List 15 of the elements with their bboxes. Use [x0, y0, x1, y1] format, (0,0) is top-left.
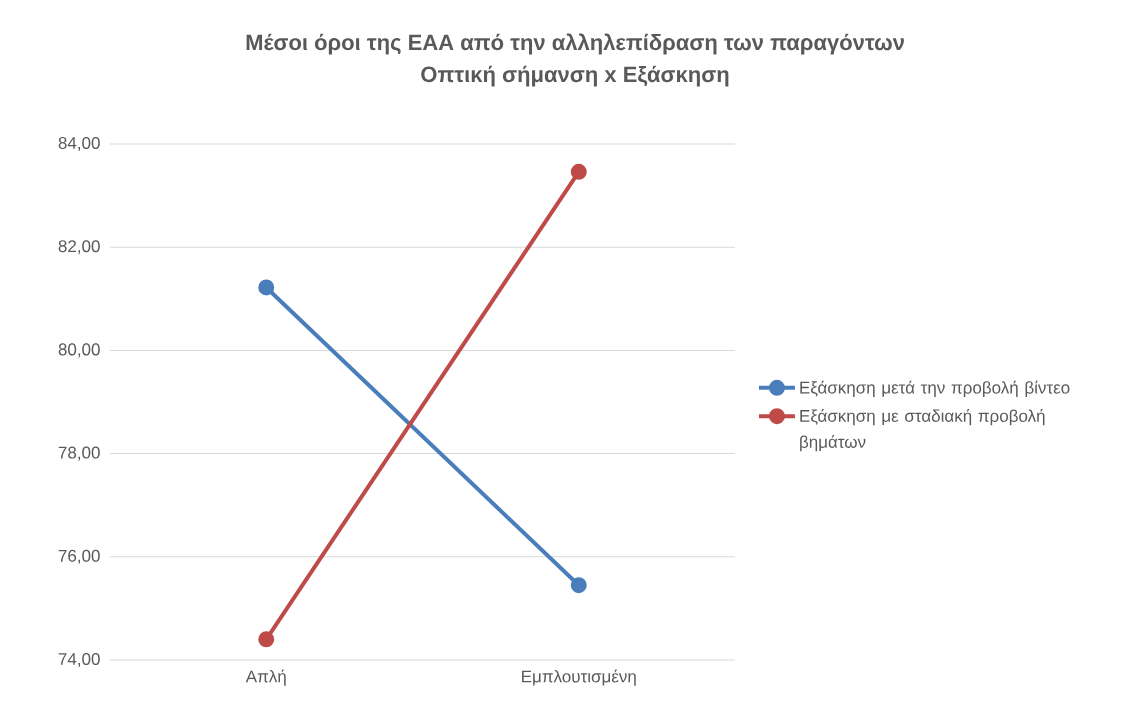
legend-label: Εξάσκηση μετά την προβολή βίντεο — [800, 380, 1070, 398]
y-tick-label: 84,00 — [58, 136, 100, 152]
y-tick-label: 74,00 — [58, 652, 100, 668]
y-tick-label: 78,00 — [58, 446, 100, 461]
legend-label: Εξάσκηση με σταδιακή προβολή βημάτων — [800, 408, 1045, 452]
point — [570, 163, 587, 180]
y-tick-label: 82,00 — [58, 240, 100, 255]
x-tick-label: Απλή — [245, 669, 286, 686]
y-tick-label: 76,00 — [58, 549, 100, 564]
point — [258, 631, 275, 648]
point — [570, 577, 587, 594]
x-tick-label: Εμπλουτισμένη — [522, 669, 636, 686]
y-tick-label: 80,00 — [58, 343, 100, 358]
chart-title: Μέσοι όροι της ΕΑΑ από την αλληλεπίδραση των παραγόντων Οπτική σήμανση x Εξάσκηση — [246, 33, 904, 87]
point — [258, 279, 275, 296]
